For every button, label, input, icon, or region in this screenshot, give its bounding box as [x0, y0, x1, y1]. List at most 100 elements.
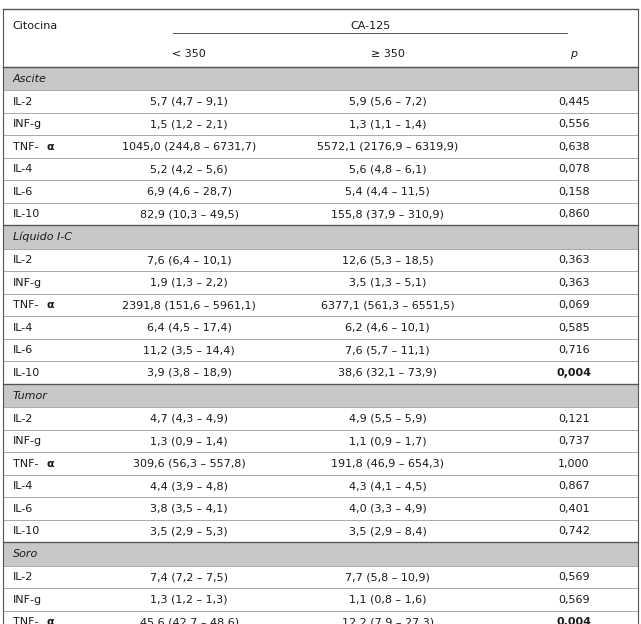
Text: IL-10: IL-10	[13, 368, 40, 378]
Text: INF-g: INF-g	[13, 278, 42, 288]
FancyBboxPatch shape	[3, 361, 638, 384]
Text: IL-4: IL-4	[13, 323, 33, 333]
Text: IL-2: IL-2	[13, 97, 33, 107]
FancyBboxPatch shape	[3, 452, 638, 475]
Text: 0,737: 0,737	[558, 436, 590, 446]
Text: IL-6: IL-6	[13, 187, 33, 197]
Text: 1,3 (1,1 – 1,4): 1,3 (1,1 – 1,4)	[349, 119, 426, 129]
Text: 4,7 (4,3 – 4,9): 4,7 (4,3 – 4,9)	[150, 414, 228, 424]
FancyBboxPatch shape	[3, 113, 638, 135]
FancyBboxPatch shape	[3, 9, 638, 624]
FancyBboxPatch shape	[3, 520, 638, 542]
FancyBboxPatch shape	[3, 158, 638, 180]
Text: 0,363: 0,363	[558, 278, 590, 288]
Text: 2391,8 (151,6 – 5961,1): 2391,8 (151,6 – 5961,1)	[122, 300, 256, 310]
Text: INF-g: INF-g	[13, 119, 42, 129]
FancyBboxPatch shape	[3, 542, 638, 566]
Text: < 350: < 350	[172, 49, 206, 59]
Text: 1,5 (1,2 – 2,1): 1,5 (1,2 – 2,1)	[150, 119, 228, 129]
Text: 0,363: 0,363	[558, 255, 590, 265]
Text: 0,585: 0,585	[558, 323, 590, 333]
Text: 5,7 (4,7 – 9,1): 5,7 (4,7 – 9,1)	[150, 97, 228, 107]
Text: INF-g: INF-g	[13, 595, 42, 605]
Text: 0,004: 0,004	[556, 617, 591, 624]
Text: INF-g: INF-g	[13, 436, 42, 446]
Text: TNF-: TNF-	[13, 459, 38, 469]
Text: IL-4: IL-4	[13, 481, 33, 491]
Text: 0,401: 0,401	[558, 504, 590, 514]
Text: Ascite: Ascite	[13, 74, 47, 84]
Text: 6377,1 (561,3 – 6551,5): 6377,1 (561,3 – 6551,5)	[321, 300, 454, 310]
Text: 0,638: 0,638	[558, 142, 590, 152]
Text: 155,8 (37,9 – 310,9): 155,8 (37,9 – 310,9)	[331, 209, 444, 219]
Text: Tumor: Tumor	[13, 391, 47, 401]
Text: p: p	[570, 49, 578, 59]
Text: α: α	[46, 300, 54, 310]
Text: TNF-: TNF-	[13, 300, 38, 310]
Text: 4,9 (5,5 – 5,9): 4,9 (5,5 – 5,9)	[349, 414, 427, 424]
Text: 0,556: 0,556	[558, 119, 590, 129]
Text: 4,4 (3,9 – 4,8): 4,4 (3,9 – 4,8)	[150, 481, 228, 491]
FancyBboxPatch shape	[3, 225, 638, 249]
Text: 0,069: 0,069	[558, 300, 590, 310]
Text: 45,6 (42,7 – 48,6): 45,6 (42,7 – 48,6)	[140, 617, 238, 624]
Text: Soro: Soro	[13, 549, 38, 559]
FancyBboxPatch shape	[3, 611, 638, 624]
Text: α: α	[46, 617, 54, 624]
Text: 5572,1 (2176,9 – 6319,9): 5572,1 (2176,9 – 6319,9)	[317, 142, 458, 152]
Text: 1,9 (1,3 – 2,2): 1,9 (1,3 – 2,2)	[150, 278, 228, 288]
Text: 0,569: 0,569	[558, 572, 590, 582]
Text: 1,1 (0,9 – 1,7): 1,1 (0,9 – 1,7)	[349, 436, 427, 446]
FancyBboxPatch shape	[3, 135, 638, 158]
Text: α: α	[46, 142, 54, 152]
Text: 0,716: 0,716	[558, 345, 590, 355]
FancyBboxPatch shape	[3, 9, 638, 42]
Text: 5,6 (4,8 – 6,1): 5,6 (4,8 – 6,1)	[349, 164, 427, 174]
Text: 7,4 (7,2 – 7,5): 7,4 (7,2 – 7,5)	[150, 572, 228, 582]
FancyBboxPatch shape	[3, 588, 638, 611]
Text: TNF-: TNF-	[13, 617, 38, 624]
Text: IL-2: IL-2	[13, 572, 33, 582]
Text: 0,158: 0,158	[558, 187, 590, 197]
Text: 0,742: 0,742	[558, 526, 590, 536]
Text: 12,6 (5,3 – 18,5): 12,6 (5,3 – 18,5)	[342, 255, 433, 265]
FancyBboxPatch shape	[3, 271, 638, 294]
Text: 0,860: 0,860	[558, 209, 590, 219]
Text: 309,6 (56,3 – 557,8): 309,6 (56,3 – 557,8)	[133, 459, 246, 469]
Text: 6,4 (4,5 – 17,4): 6,4 (4,5 – 17,4)	[147, 323, 231, 333]
Text: 7,6 (5,7 – 11,1): 7,6 (5,7 – 11,1)	[345, 345, 430, 355]
Text: IL-10: IL-10	[13, 209, 40, 219]
Text: α: α	[46, 459, 54, 469]
Text: 0,569: 0,569	[558, 595, 590, 605]
Text: IL-2: IL-2	[13, 414, 33, 424]
Text: IL-2: IL-2	[13, 255, 33, 265]
FancyBboxPatch shape	[3, 497, 638, 520]
Text: IL-4: IL-4	[13, 164, 33, 174]
Text: 191,8 (46,9 – 654,3): 191,8 (46,9 – 654,3)	[331, 459, 444, 469]
FancyBboxPatch shape	[3, 566, 638, 588]
Text: 0,004: 0,004	[556, 368, 591, 378]
FancyBboxPatch shape	[3, 294, 638, 316]
FancyBboxPatch shape	[3, 180, 638, 203]
Text: 6,9 (4,6 – 28,7): 6,9 (4,6 – 28,7)	[147, 187, 231, 197]
Text: 3,9 (3,8 – 18,9): 3,9 (3,8 – 18,9)	[147, 368, 231, 378]
Text: CA-125: CA-125	[350, 21, 390, 31]
Text: 0,867: 0,867	[558, 481, 590, 491]
Text: 38,6 (32,1 – 73,9): 38,6 (32,1 – 73,9)	[338, 368, 437, 378]
Text: 5,9 (5,6 – 7,2): 5,9 (5,6 – 7,2)	[349, 97, 427, 107]
Text: 1,3 (1,2 – 1,3): 1,3 (1,2 – 1,3)	[151, 595, 228, 605]
Text: 5,4 (4,4 – 11,5): 5,4 (4,4 – 11,5)	[345, 187, 430, 197]
Text: 1,1 (0,8 – 1,6): 1,1 (0,8 – 1,6)	[349, 595, 426, 605]
Text: 4,3 (4,1 – 4,5): 4,3 (4,1 – 4,5)	[349, 481, 427, 491]
Text: 3,5 (2,9 – 8,4): 3,5 (2,9 – 8,4)	[349, 526, 427, 536]
Text: ≥ 350: ≥ 350	[371, 49, 404, 59]
FancyBboxPatch shape	[3, 430, 638, 452]
FancyBboxPatch shape	[3, 249, 638, 271]
Text: 4,0 (3,3 – 4,9): 4,0 (3,3 – 4,9)	[349, 504, 427, 514]
FancyBboxPatch shape	[3, 90, 638, 113]
Text: 3,8 (3,5 – 4,1): 3,8 (3,5 – 4,1)	[150, 504, 228, 514]
Text: 3,5 (1,3 – 5,1): 3,5 (1,3 – 5,1)	[349, 278, 426, 288]
FancyBboxPatch shape	[3, 384, 638, 407]
FancyBboxPatch shape	[3, 339, 638, 361]
Text: Líquido I-C: Líquido I-C	[13, 232, 72, 242]
